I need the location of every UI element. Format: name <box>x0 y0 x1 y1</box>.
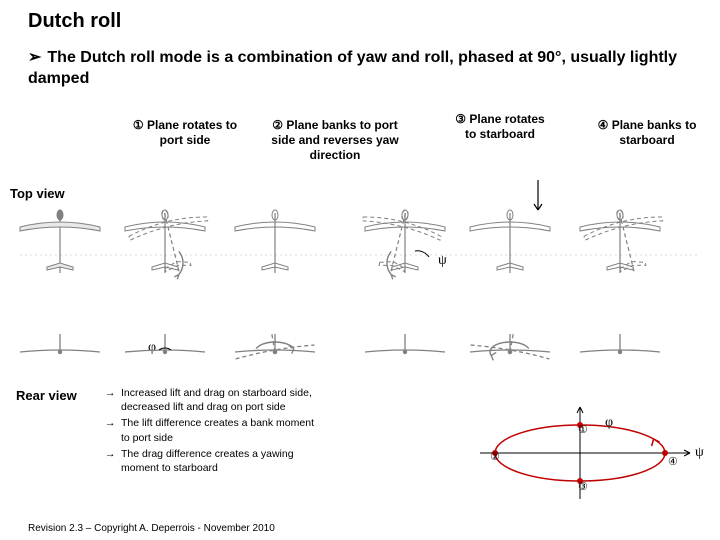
phase-mark-1: ① <box>578 423 588 436</box>
subtitle: ➢The Dutch roll mode is a combination of… <box>28 48 700 90</box>
step-2-label: ② Plane banks to port side and reverses … <box>260 118 410 163</box>
phase-mark-4: ④ <box>668 455 678 468</box>
effects-list: → Increased lift and drag on starboard s… <box>105 386 325 477</box>
footer: Revision 2.3 – Copyright A. Deperrois - … <box>28 523 275 534</box>
effect-row-2: → The lift difference creates a bank mom… <box>105 416 325 444</box>
rear-view-diagram <box>0 320 720 380</box>
top-view-diagram <box>0 170 720 320</box>
page-title: Dutch roll <box>28 10 121 33</box>
subtitle-text: The Dutch roll mode is a combination of … <box>28 49 677 87</box>
bullet-arrow: ➢ <box>28 49 41 66</box>
step-3-label: ③ Plane rotates to starboard <box>450 112 550 142</box>
phi-axis-label: φ <box>605 415 613 431</box>
step-4-label: ④ Plane banks to starboard <box>592 118 702 148</box>
phase-mark-3: ③ <box>578 480 588 493</box>
phase-mark-2: ② <box>490 450 500 463</box>
step-1-label: ① Plane rotates to port side <box>130 118 240 148</box>
effect-row-1: → Increased lift and drag on starboard s… <box>105 386 325 414</box>
effect-row-3: → The drag difference creates a yawing m… <box>105 447 325 475</box>
rear-view-label: Rear view <box>16 388 77 403</box>
psi-axis-label: ψ <box>695 445 704 461</box>
